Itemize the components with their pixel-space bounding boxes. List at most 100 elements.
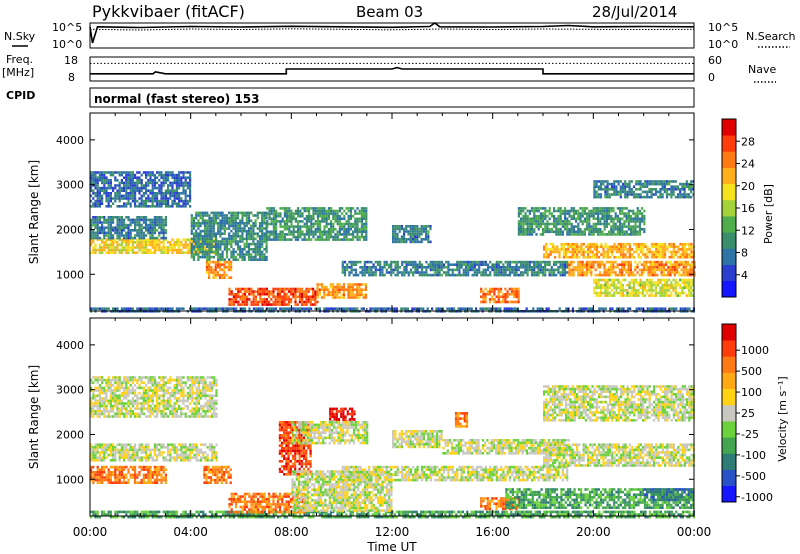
heatmap-cell [156,186,159,190]
heatmap-cell [656,263,659,266]
heatmap-cell [101,307,104,310]
heatmap-cell [160,189,163,192]
heatmap-cell [258,229,262,233]
heatmap-cell [297,212,300,215]
heatmap-cell [256,214,259,217]
heatmap-cell [327,227,330,231]
heatmap-cell [542,230,545,234]
heatmap-cell [190,250,193,254]
heatmap-cell [687,291,691,295]
heatmap-cell [178,194,181,198]
heatmap-cell [653,255,656,259]
heatmap-cell [633,242,636,246]
heatmap-cell [217,211,220,215]
heatmap-cell [502,273,505,277]
heatmap-cell [96,236,99,240]
heatmap-cell [101,246,104,249]
heatmap-cell [409,230,412,233]
heatmap-cell [112,202,115,205]
heatmap-cell [101,199,104,203]
heatmap-cell [440,273,443,277]
heatmap-cell [629,263,632,266]
heatmap-cell [544,227,547,231]
heatmap-cell [528,225,531,228]
heatmap-cell [648,307,651,310]
date-label: 28/Jul/2014 [592,3,677,21]
heatmap-cell [392,271,395,274]
heatmap-cell [595,182,598,186]
heatmap-cell [214,271,217,274]
heatmap-cell [114,184,117,187]
heatmap-cell [109,223,112,227]
heatmap-cell [275,220,278,223]
heatmap-cell [605,225,608,228]
heatmap-cell [411,307,414,310]
heatmap-cell [312,214,315,218]
heatmap-cell [169,194,172,198]
heatmap-cell [107,238,110,241]
heatmap-cell [327,293,330,297]
heatmap-cell [272,233,275,236]
heatmap-cell [684,266,687,269]
heatmap-cell [323,209,326,213]
heatmap-cell [162,236,165,240]
heatmap-cell [352,230,355,234]
heatmap-cell [153,251,156,254]
heatmap-cell [575,233,578,236]
heatmap-cell [646,289,649,292]
heatmap-cell [310,217,313,221]
heatmap-cell [632,294,636,297]
heatmap-cell [627,233,630,236]
heatmap-cell [184,192,187,195]
heatmap-cell [290,212,293,215]
heatmap-cell [236,253,240,256]
heatmap-cell [239,222,242,225]
heatmap-cell [611,245,614,249]
heatmap-cell [334,285,337,289]
heatmap-cell [604,255,607,259]
heatmap-cell [557,214,560,218]
heatmap-cell [103,243,106,247]
heatmap-cell [526,273,529,277]
heatmap-cell [103,171,106,174]
heatmap-cell [545,245,548,249]
heatmap-cell [556,250,559,254]
heatmap-cell [131,307,134,310]
heatmap-cell [358,209,361,213]
heatmap-cell [586,207,589,210]
heatmap-cell [491,295,494,299]
heatmap-cell [533,273,536,277]
heatmap-cell [593,193,596,196]
heatmap-cell [305,222,308,226]
heatmap-cell [345,207,348,210]
heatmap-cell [475,273,479,277]
heatmap-cell [484,292,487,296]
heatmap-cell [628,286,631,290]
heatmap-cell [403,240,406,244]
heatmap-cell [533,212,536,215]
heatmap-cell [396,225,399,228]
heatmap-cell [175,194,178,198]
heatmap-cell [235,298,238,301]
heatmap-cell [362,296,365,299]
heatmap-cell [627,217,630,221]
heatmap-cell [643,289,647,292]
heatmap-cell [268,307,271,310]
heatmap-cell [193,251,196,254]
heatmap-cell [422,238,425,241]
heatmap-cell [323,227,326,231]
heatmap-cell [624,188,627,191]
heatmap-cell [243,290,246,293]
heatmap-cell [323,207,326,210]
heatmap-cell [599,271,602,274]
heatmap-cell [360,291,363,294]
heatmap-cell [164,189,167,192]
heatmap-cell [562,242,565,246]
heatmap-cell [199,211,202,215]
heatmap-cell [314,290,317,293]
heatmap-cell [561,266,564,269]
heatmap-cell [633,250,636,254]
heatmap-cell [383,273,386,277]
heatmap-cell [270,207,273,210]
heatmap-cell [190,253,193,256]
